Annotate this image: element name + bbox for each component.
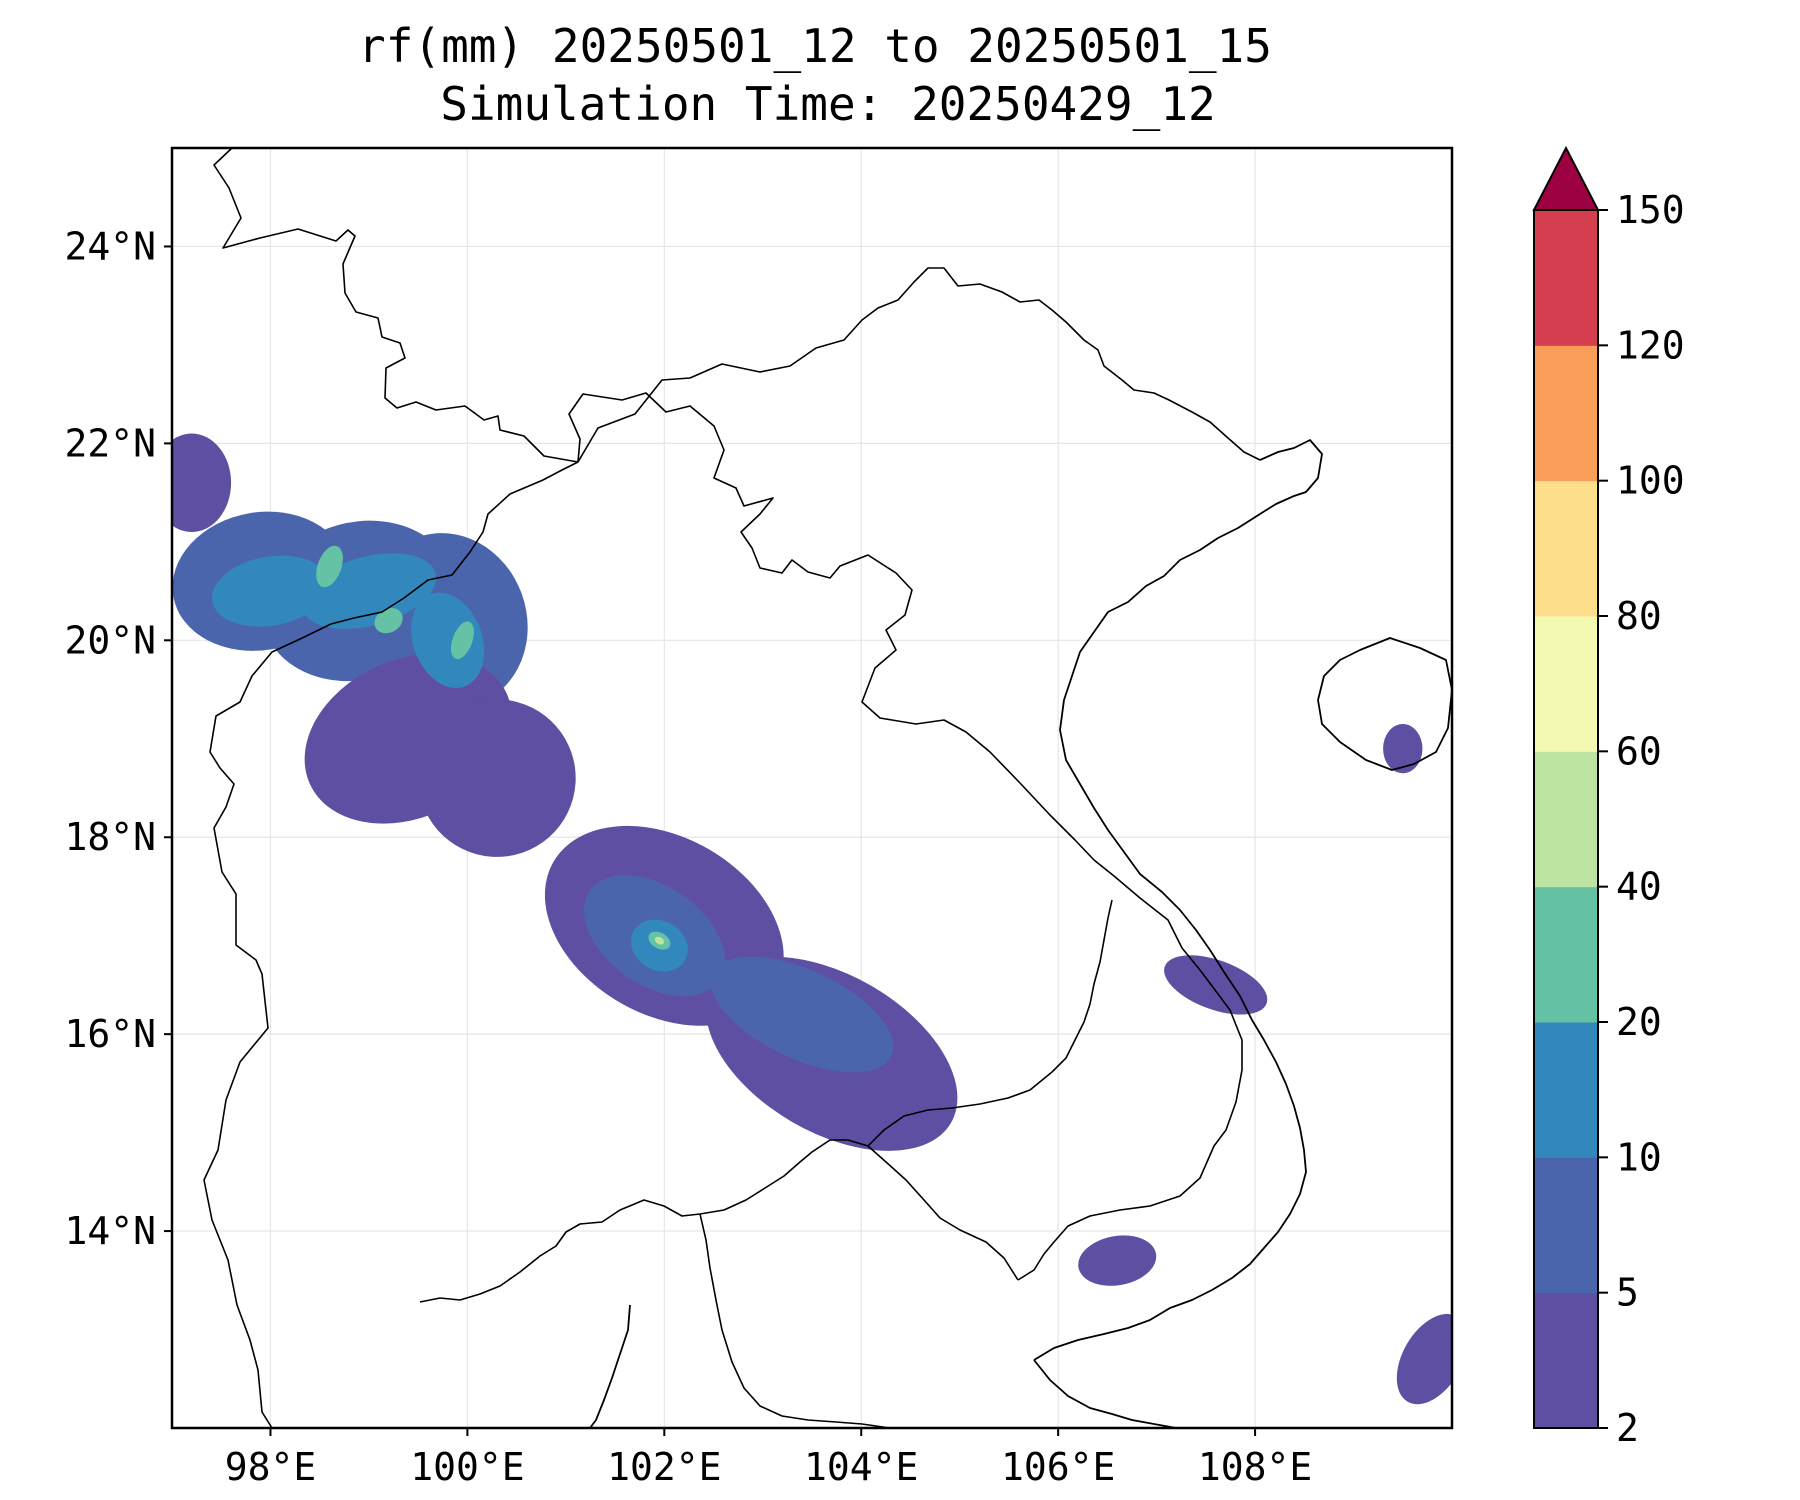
rain-area-20mm xyxy=(374,607,403,634)
colorbar-label: 120 xyxy=(1616,323,1685,367)
lon-tick-label: 98°E xyxy=(225,1445,317,1489)
map-frame xyxy=(170,146,1454,1430)
colorbar-segment xyxy=(1534,210,1598,346)
lat-tick-label: 22°N xyxy=(64,421,156,465)
title-line-1: rf(mm) 20250501_12 to 20250501_15 xyxy=(358,19,1272,73)
lat-tick-label: 24°N xyxy=(64,224,156,268)
colorbar-label: 100 xyxy=(1616,459,1685,503)
colorbar-segment xyxy=(1534,751,1598,888)
rain-area-2mm xyxy=(1078,1235,1157,1286)
rain-area-10mm xyxy=(411,592,485,689)
title-line-2: Simulation Time: 20250429_12 xyxy=(440,77,1215,131)
lon-tick-label: 108°E xyxy=(1198,1445,1312,1489)
rain-area-10mm xyxy=(211,555,329,627)
rain-area-5mm xyxy=(710,956,894,1073)
rain-area-2mm xyxy=(1396,1313,1452,1405)
colorbar-segment xyxy=(1534,616,1598,752)
lat-tick-label: 14°N xyxy=(64,1209,156,1253)
colorbar-segment xyxy=(1534,1292,1598,1429)
lat-tick-label: 20°N xyxy=(64,618,156,662)
colorbar-label: 60 xyxy=(1616,729,1662,773)
map-axis-ticks: 98°E 100°E 102°E 104°E 106°E 108°E 14°N 16°N 18°… xyxy=(64,224,1312,1489)
rain-area-2mm xyxy=(172,433,232,532)
coastlines xyxy=(589,439,1452,1428)
lat-tick-label: 18°N xyxy=(64,815,156,859)
colorbar-label: 10 xyxy=(1616,1135,1662,1179)
colorbar-frame xyxy=(1533,209,1599,1429)
colorbar-label: 20 xyxy=(1616,1000,1662,1044)
country-borders xyxy=(203,148,1261,1428)
colorbar-segment xyxy=(1534,480,1598,617)
colorbar: 2 5 10 20 40 60 80 100 120 150 xyxy=(1532,145,1685,1450)
lon-tick-label: 102°E xyxy=(607,1445,721,1489)
rain-area-2mm xyxy=(1383,724,1423,774)
rain-area-20mm xyxy=(451,621,474,660)
colorbar-label: 80 xyxy=(1616,594,1662,638)
rain-area-2mm xyxy=(418,699,576,857)
colorbar-segment xyxy=(1534,345,1598,482)
colorbar-label: 2 xyxy=(1616,1406,1639,1450)
lon-tick-label: 100°E xyxy=(410,1445,524,1489)
colorbar-label: 5 xyxy=(1616,1271,1639,1315)
lon-tick-label: 104°E xyxy=(804,1445,918,1489)
rain-area-40mm xyxy=(654,936,664,945)
colorbar-segment xyxy=(1534,1022,1598,1158)
colorbar-label: 150 xyxy=(1616,188,1685,232)
rain-area-20mm xyxy=(316,545,343,588)
colorbar-extend-arrow xyxy=(1532,145,1600,211)
colorbar-segment xyxy=(1534,1157,1598,1294)
lat-tick-label: 16°N xyxy=(64,1012,156,1056)
rainfall-contours xyxy=(172,433,1452,1405)
colorbar-segment xyxy=(1534,886,1598,1023)
lon-tick-label: 106°E xyxy=(1001,1445,1115,1489)
colorbar-label: 40 xyxy=(1616,865,1662,909)
